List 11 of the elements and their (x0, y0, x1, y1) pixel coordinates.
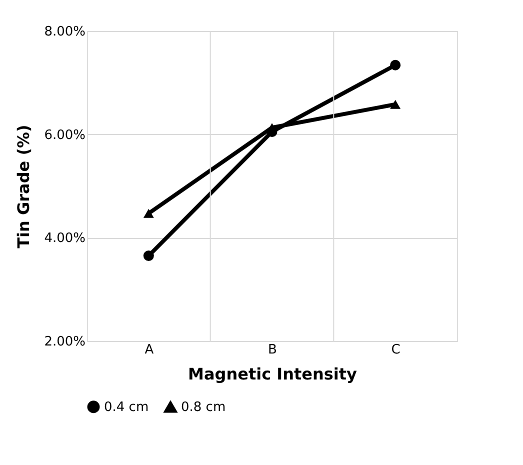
y-tick-label: 6.00% (44, 128, 86, 143)
x-tick-label: B (268, 342, 277, 358)
y-axis-title: Tin Grade (%) (14, 124, 34, 248)
legend-label: 0.8 cm (181, 400, 226, 416)
y-tick-label: 2.00% (44, 334, 86, 350)
y-tick-label: 8.00% (44, 24, 86, 40)
x-tick-label: C (391, 342, 400, 358)
x-tick-label: A (144, 342, 154, 358)
x-axis-title: Magnetic Intensity (188, 364, 358, 384)
legend-label: 0.4 cm (104, 400, 149, 415)
y-tick-label: 4.00% (44, 231, 86, 246)
